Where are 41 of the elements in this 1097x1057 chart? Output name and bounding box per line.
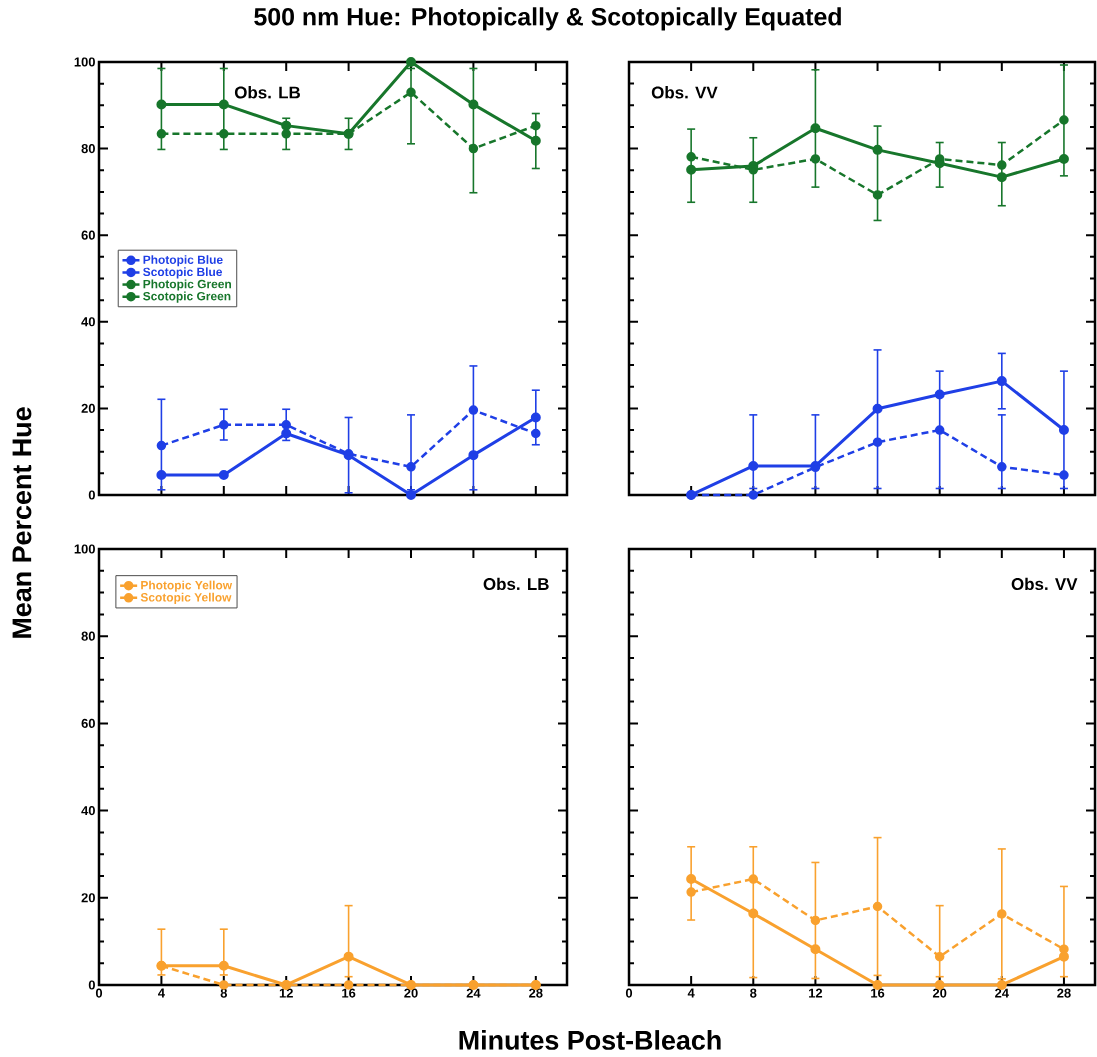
y-tick-label: 100 (74, 544, 95, 554)
x-tick-label: 0 (95, 988, 103, 998)
annotation: Obs. LB (234, 86, 300, 99)
x-tick-label: 12 (809, 988, 823, 998)
annotation: Obs. VV (1011, 577, 1078, 591)
legend-label: Photopic Yellow (141, 580, 233, 592)
y-tick-label: 80 (81, 631, 95, 641)
x-tick-label: 4 (687, 988, 695, 998)
x-tick-label: 20 (404, 988, 418, 998)
y-tick-label: 20 (81, 893, 95, 903)
x-tick-label: 28 (1057, 988, 1071, 998)
x-tick-label: 28 (529, 988, 543, 998)
annotation: Obs. VV (651, 86, 718, 99)
x-tick-label: 8 (220, 988, 228, 998)
y-axis-title: Mean Percent Hue (12, 407, 32, 638)
y-tick-label: 100 (74, 57, 95, 67)
y-tick-label: 0 (88, 490, 95, 500)
y-tick-label: 40 (81, 805, 95, 816)
x-tick-label: 16 (342, 988, 356, 998)
legend-label: Scotopic Green (143, 291, 231, 303)
legend-label: Photopic Blue (143, 255, 223, 267)
y-tick-label: 60 (81, 718, 95, 728)
y-tick-label: 60 (81, 230, 95, 240)
chart-title: 500 nm Hue: Photopically & Scotopically Equated (254, 7, 841, 31)
x-tick-label: 4 (158, 988, 165, 998)
legend-label: Scotopic Yellow (140, 592, 232, 604)
x-tick-label: 8 (750, 988, 757, 998)
x-tick-label: 24 (466, 988, 481, 998)
legend-label: Photopic Green (143, 279, 231, 291)
y-tick-label: 20 (81, 403, 95, 413)
x-tick-label: 24 (995, 988, 1009, 998)
y-tick-label: 0 (88, 980, 95, 990)
x-axis-title: Minutes Post-Bleach (459, 1030, 721, 1050)
y-tick-label: 40 (81, 317, 95, 327)
x-tick-label: 20 (932, 988, 947, 998)
x-tick-label: 16 (871, 988, 885, 998)
legend-label: Scotopic Blue (143, 267, 223, 279)
x-tick-label: 12 (279, 988, 293, 998)
y-tick-label: 80 (81, 143, 95, 154)
annotation: Obs. LB (483, 577, 549, 591)
x-tick-label: 0 (625, 988, 633, 998)
